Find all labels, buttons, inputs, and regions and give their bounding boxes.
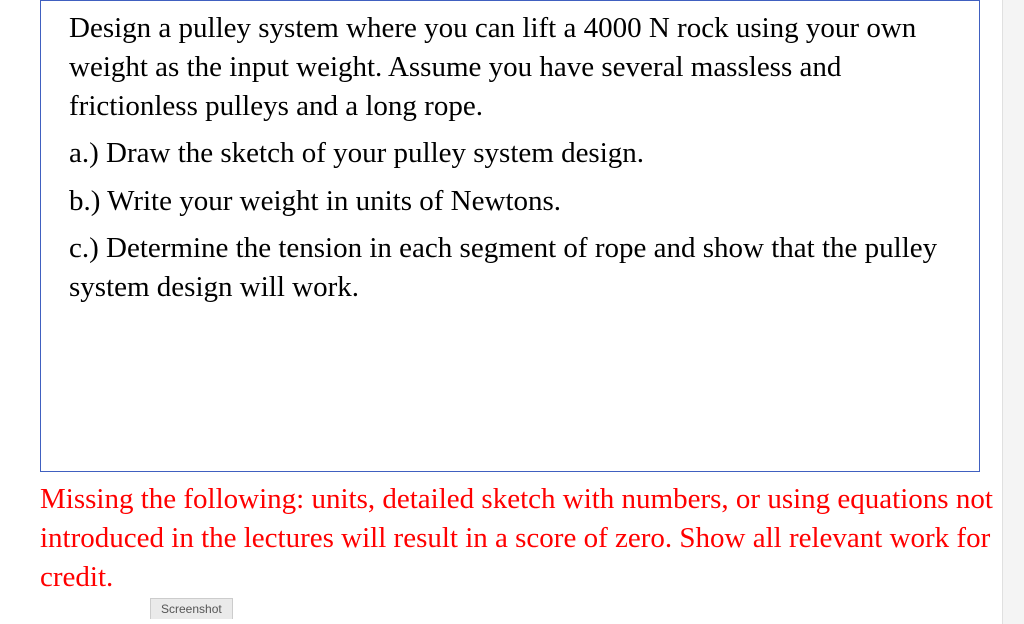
question-intro: Design a pulley system where you can lif… — [69, 9, 951, 126]
question-part-a: a.) Draw the sketch of your pulley syste… — [69, 134, 951, 173]
question-part-b: b.) Write your weight in units of Newton… — [69, 182, 951, 221]
question-box: Design a pulley system where you can lif… — [40, 0, 980, 472]
scrollbar-track — [1002, 0, 1024, 624]
warning-text: Missing the following: units, detailed s… — [40, 480, 1000, 597]
screenshot-label: Screenshot — [150, 598, 233, 619]
question-part-c: c.) Determine the tension in each segmen… — [69, 229, 951, 307]
